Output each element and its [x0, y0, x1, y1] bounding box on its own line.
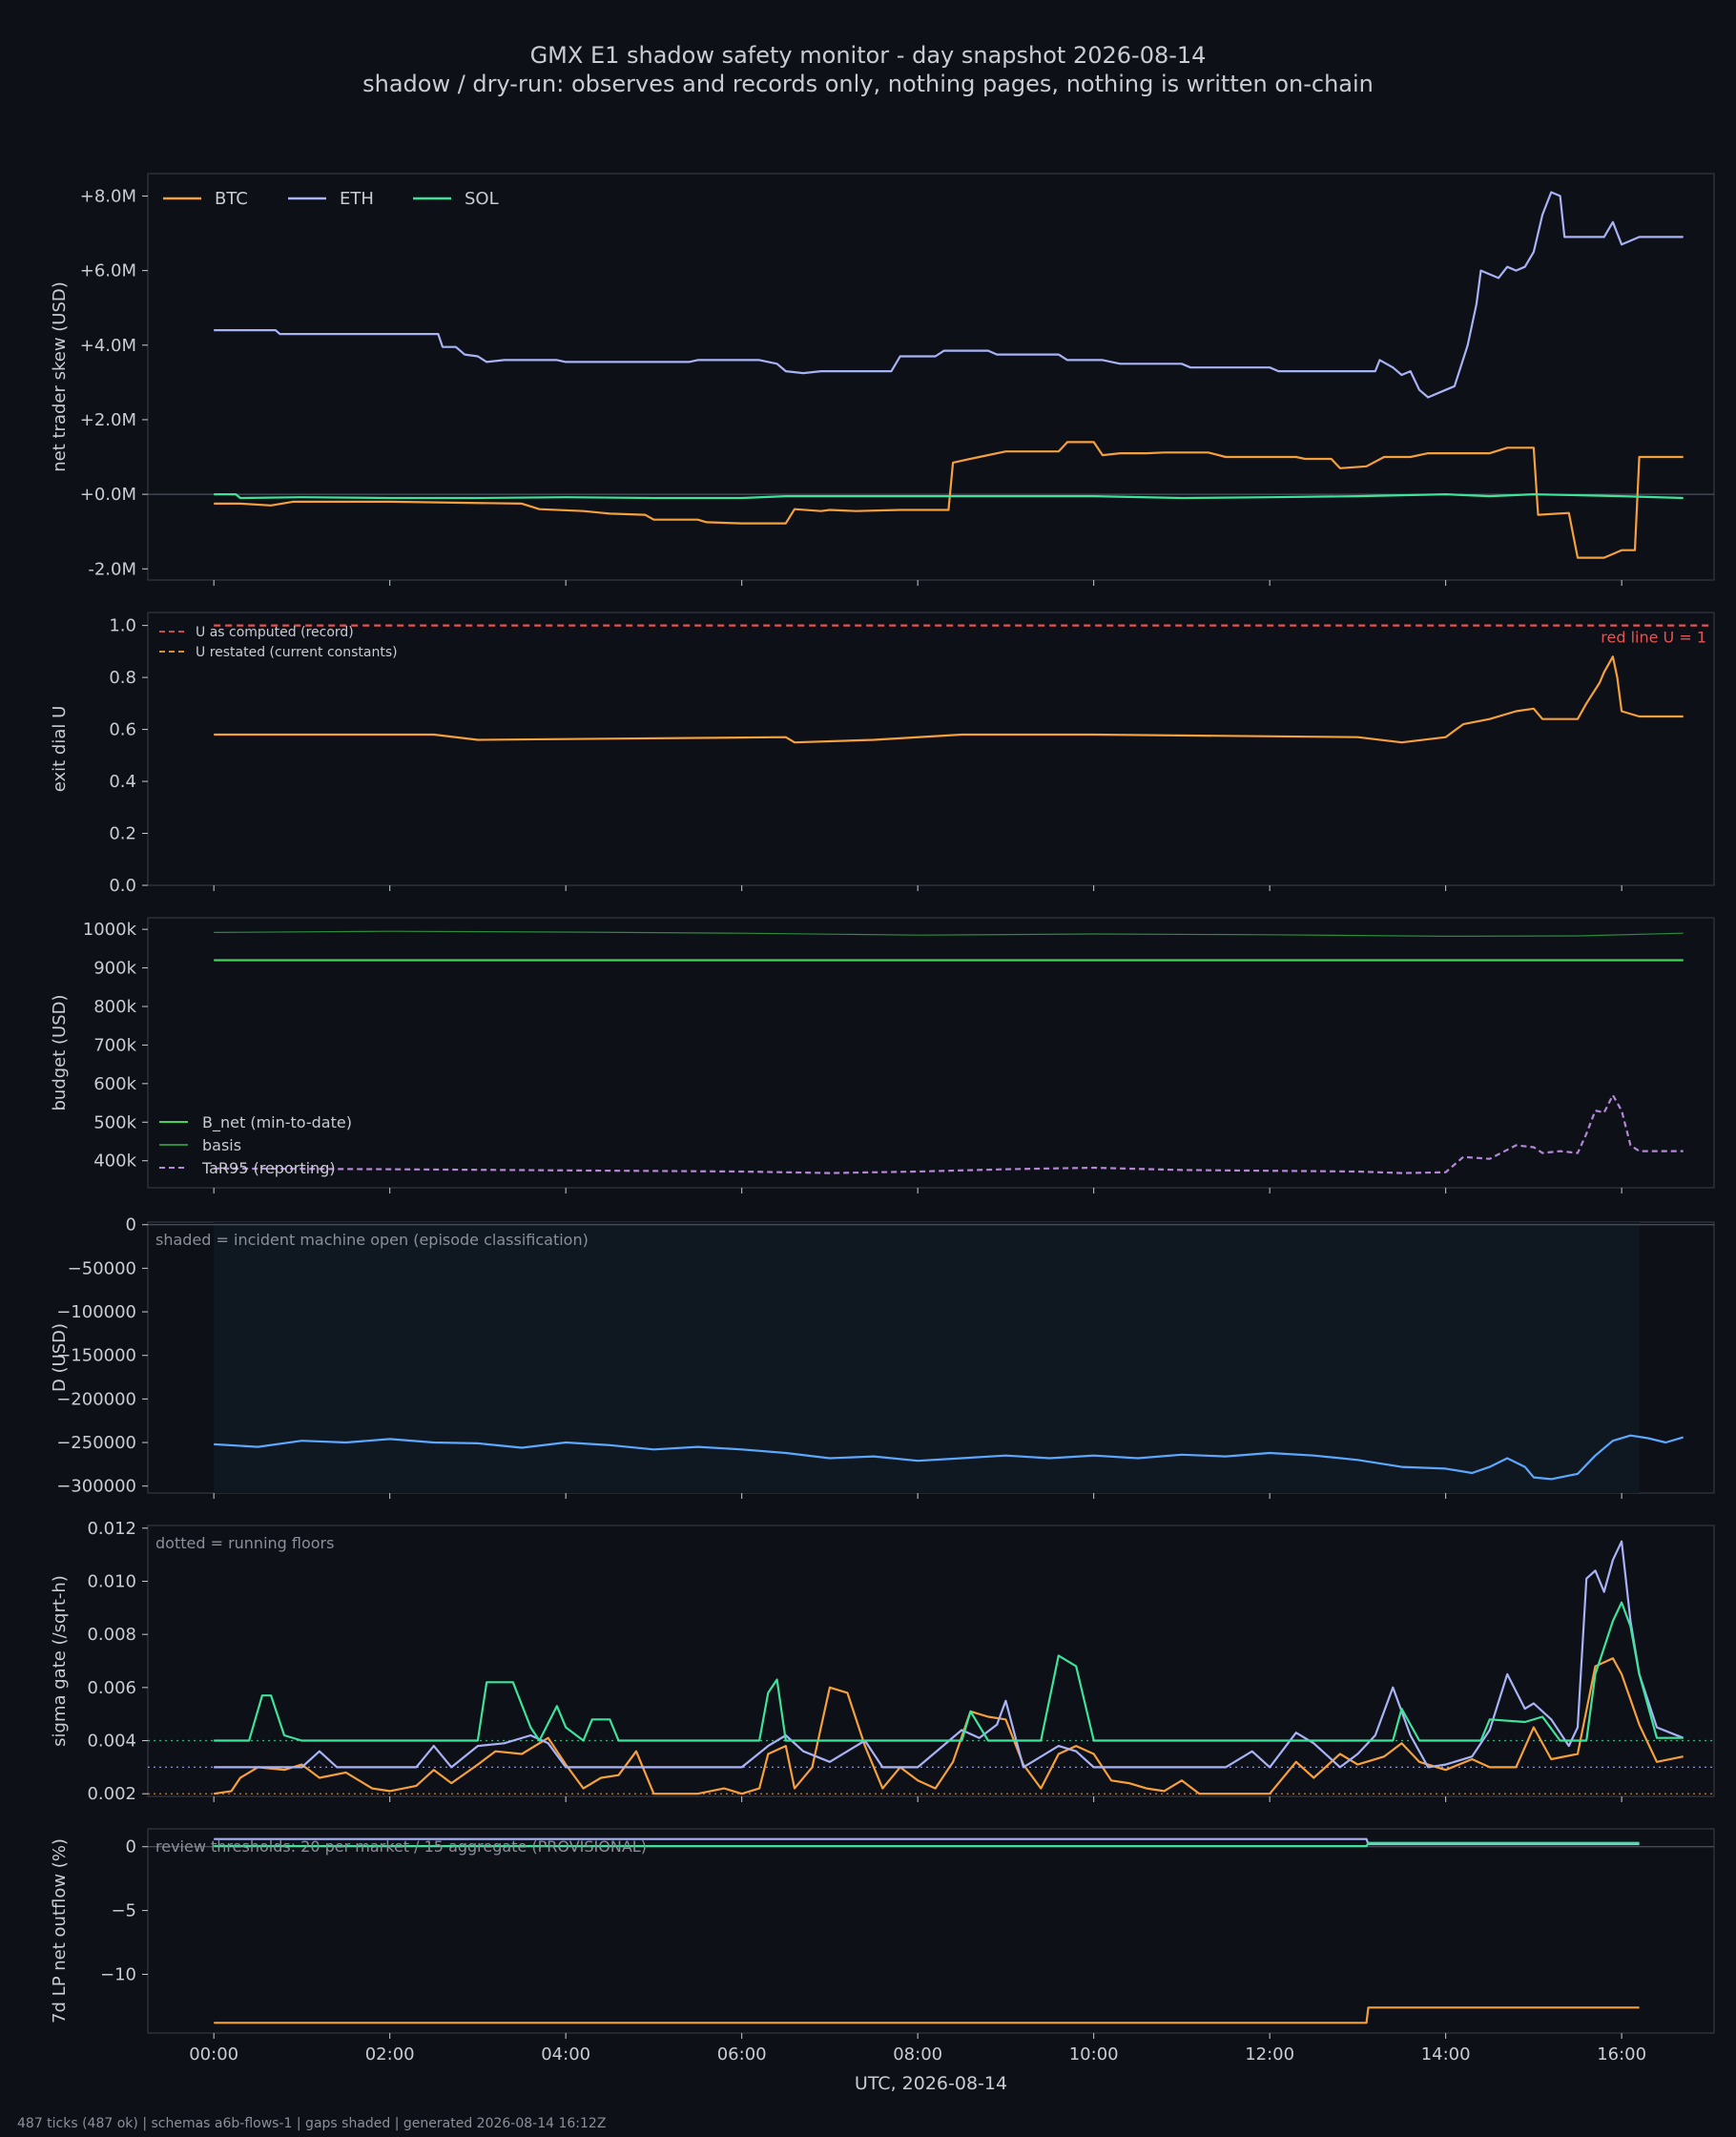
- series-line-sol: [214, 493, 1684, 500]
- x-tick-label: 12:00: [1245, 2044, 1294, 2064]
- y-tick-label: −200000: [56, 1389, 136, 1409]
- plot-frame: [147, 1828, 1715, 2034]
- y-tick-label: 0.010: [87, 1571, 136, 1591]
- panel-2: 400k 500k 600k 700k 800k 900k 1000k budget (USD…: [50, 917, 1715, 1193]
- y-tick-label: 600k: [93, 1074, 136, 1094]
- x-axis-label: UTC, 2026-08-14: [855, 2073, 1007, 2094]
- x-tick-label: 06:00: [717, 2044, 767, 2064]
- series-line-eth: [214, 1837, 1640, 1846]
- y-tick-label: +4.0M: [80, 336, 136, 356]
- shaded-region: [214, 1222, 1640, 1493]
- series-line-d: [214, 1434, 1684, 1481]
- y-tick-label: 700k: [93, 1035, 136, 1055]
- legend-label: SOL: [465, 189, 499, 209]
- plot-frame: [147, 612, 1715, 886]
- plot-frame: [147, 917, 1715, 1189]
- y-tick-label: 0.0: [109, 876, 136, 896]
- legend-label: BTC: [215, 189, 248, 209]
- y-tick-label: +6.0M: [80, 261, 136, 281]
- y-axis-label: D (USD): [50, 1323, 70, 1392]
- y-tick-label: +2.0M: [80, 410, 136, 430]
- y-axis-label: exit dial U: [50, 706, 70, 793]
- legend-label: U as computed (record): [196, 625, 354, 640]
- chart-title: GMX E1 shadow safety monitor - day snaps…: [530, 42, 1207, 69]
- y-tick-label: 800k: [93, 997, 136, 1017]
- y-tick-label: 900k: [93, 959, 136, 979]
- y-tick-label: −250000: [56, 1433, 136, 1453]
- x-tick-label: 08:00: [893, 2044, 942, 2064]
- y-tick-label: 0.002: [87, 1784, 136, 1804]
- y-tick-label: -2.0M: [88, 559, 136, 579]
- y-tick-label: +8.0M: [80, 186, 136, 206]
- y-tick-label: 0: [126, 1837, 136, 1857]
- legend-label: ETH: [340, 189, 374, 209]
- series-line-btc: [214, 1657, 1684, 1795]
- panel-annotation: red line U = 1: [1601, 629, 1706, 647]
- y-tick-label: 500k: [93, 1112, 136, 1132]
- series-line-sol: [214, 1601, 1684, 1742]
- series-line-tar95-reporting-: [214, 1093, 1684, 1174]
- y-tick-label: −5: [111, 1901, 136, 1921]
- y-tick-label: 0.4: [109, 772, 136, 792]
- y-tick-label: 400k: [93, 1151, 136, 1172]
- panels: -2.0M +0.0M +2.0M +4.0M +6.0M +8.0M net trader…: [50, 173, 1715, 2064]
- legend-label: U restated (current constants): [196, 645, 398, 660]
- y-axis-label: 7d LP net outflow (%): [50, 1838, 70, 2023]
- plot-frame: [147, 1525, 1715, 1797]
- series-line-eth: [214, 191, 1684, 399]
- legend-label: basis: [202, 1136, 241, 1154]
- series-line-u-restated-current-constants-: [214, 655, 1684, 744]
- y-tick-label: 1.0: [109, 616, 136, 636]
- y-tick-label: 0.2: [109, 824, 136, 844]
- panel-1: 0.0 0.2 0.4 0.6 0.8 1.0 exit dial U red line U …: [50, 612, 1715, 896]
- y-axis-label: budget (USD): [50, 994, 70, 1110]
- panel-5: 00:00 02:00 04:00 06:00 08:00 10:00 12:00 14:00…: [50, 1828, 1715, 2064]
- legend-label: B_net (min-to-date): [202, 1113, 352, 1132]
- series-line-basis: [214, 930, 1684, 937]
- x-tick-label: 04:00: [541, 2044, 590, 2064]
- y-tick-label: 0.008: [87, 1625, 136, 1645]
- panel-0: -2.0M +0.0M +2.0M +4.0M +6.0M +8.0M net trader…: [50, 173, 1715, 586]
- chart-subtitle: shadow / dry-run: observes and records o…: [362, 71, 1374, 97]
- panel-4: 0.002 0.004 0.006 0.008 0.010 0.012 sigma gate…: [50, 1519, 1715, 1804]
- series-line-btc: [214, 441, 1684, 559]
- panel-annotation: dotted = running floors: [155, 1534, 334, 1552]
- panel-3: −300000 −250000 −200000 −150000 −100000 −5000…: [50, 1215, 1715, 1499]
- panel-annotation: shaded = incident machine open (episode …: [155, 1231, 589, 1249]
- y-tick-label: 0.8: [109, 668, 136, 688]
- y-tick-label: 0.012: [87, 1519, 136, 1539]
- y-tick-label: 0.006: [87, 1678, 136, 1698]
- y-tick-label: −300000: [56, 1477, 136, 1497]
- x-tick-label: 14:00: [1421, 2044, 1471, 2064]
- footer-status: 487 ticks (487 ok) | schemas a6b-flows-1…: [17, 2116, 606, 2131]
- y-tick-label: +0.0M: [80, 485, 136, 505]
- y-tick-label: 0.004: [87, 1732, 136, 1752]
- x-tick-label: 00:00: [189, 2044, 238, 2064]
- y-tick-label: −100000: [56, 1302, 136, 1322]
- y-tick-label: 0.6: [109, 720, 136, 740]
- y-axis-label: net trader skew (USD): [50, 281, 70, 472]
- y-tick-label: 0: [126, 1215, 136, 1235]
- y-tick-label: 1000k: [83, 920, 137, 940]
- series-line-btc: [214, 2006, 1640, 2024]
- y-axis-label: sigma gate (/sqrt-h): [50, 1575, 70, 1747]
- y-tick-label: −50000: [68, 1258, 136, 1278]
- x-tick-label: 02:00: [365, 2044, 415, 2064]
- plot-frame: [147, 173, 1715, 581]
- legend-label: TaR95 (reporting): [201, 1159, 336, 1177]
- y-tick-label: −10: [100, 1964, 136, 1984]
- y-tick-label: −150000: [56, 1346, 136, 1366]
- series-line-sol: [214, 1841, 1640, 1848]
- x-tick-label: 16:00: [1597, 2044, 1646, 2064]
- panel-annotation: review thresholds: 20 per market / 15 ag…: [155, 1837, 647, 1856]
- x-tick-label: 10:00: [1069, 2044, 1119, 2064]
